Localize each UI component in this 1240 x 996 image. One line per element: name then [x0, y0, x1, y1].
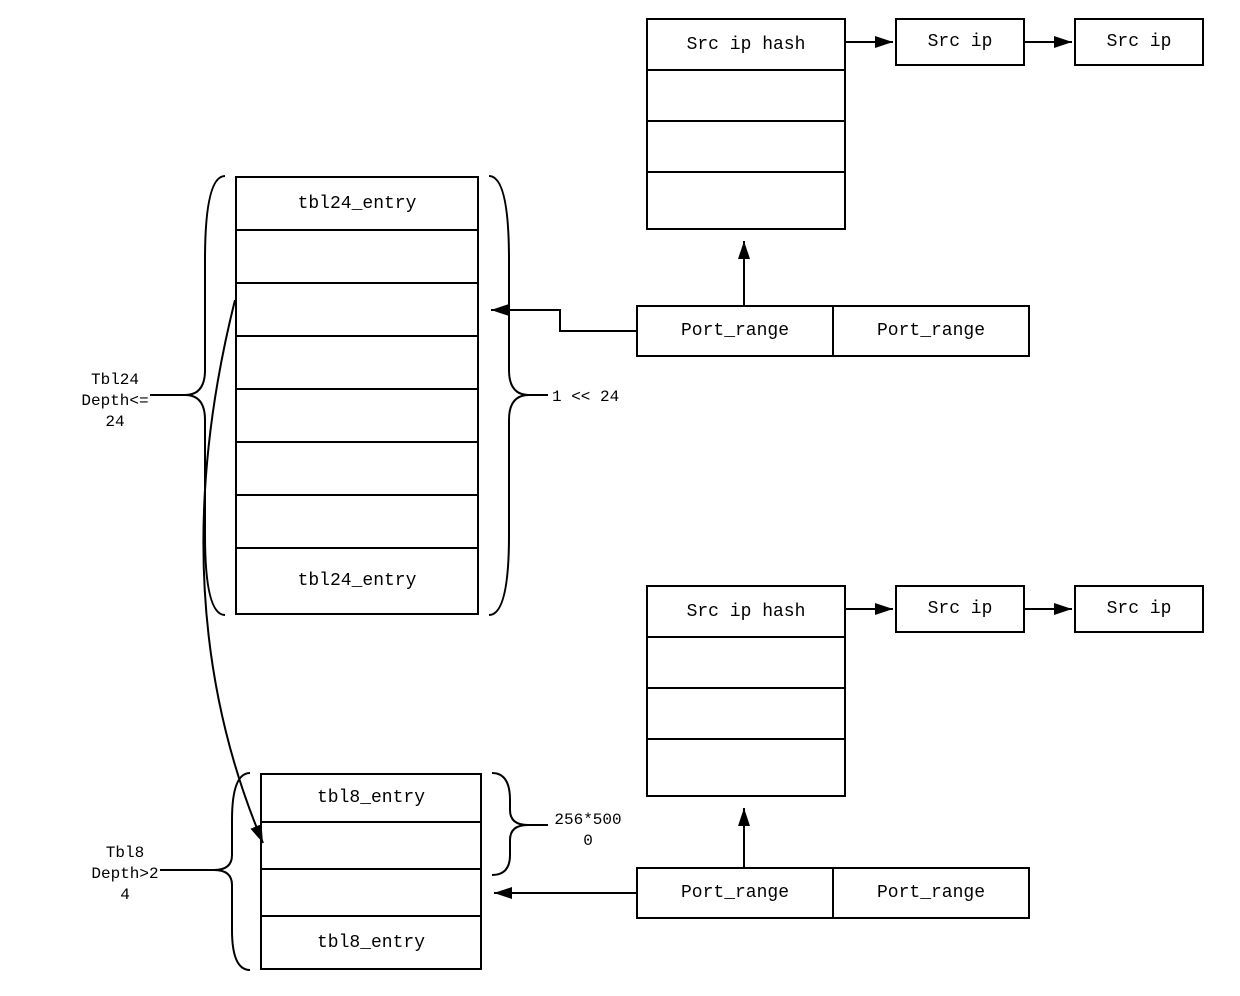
bot-hash-row-1 — [646, 636, 846, 689]
tbl8-row-0-label: tbl8_entry — [317, 788, 425, 808]
bot-hash-row-2 — [646, 687, 846, 740]
tbl8-right-label: 256*500 0 — [553, 810, 623, 852]
top-srcip-1-label: Src ip — [928, 32, 993, 52]
top-hash-row-2 — [646, 120, 846, 173]
bot-srcip-1: Src ip — [895, 585, 1025, 633]
tbl8-row-2 — [260, 868, 482, 917]
tbl24-right-label: 1 << 24 — [552, 387, 619, 408]
top-hash-label: Src ip hash — [687, 35, 806, 55]
tbl24-row-6 — [235, 494, 479, 549]
tbl8-left-label: Tbl8 Depth>2 4 — [90, 843, 160, 905]
top-srcip-1: Src ip — [895, 18, 1025, 66]
bot-srcip-2-label: Src ip — [1107, 599, 1172, 619]
tbl24-row-2 — [235, 282, 479, 337]
bot-srcip-2: Src ip — [1074, 585, 1204, 633]
bot-hash-row-0: Src ip hash — [646, 585, 846, 638]
top-srcip-2: Src ip — [1074, 18, 1204, 66]
top-port-2: Port_range — [832, 305, 1030, 357]
bot-port-1-label: Port_range — [681, 883, 789, 903]
tbl24-row-1 — [235, 229, 479, 284]
bot-port-2: Port_range — [832, 867, 1030, 919]
tbl8-row-3-label: tbl8_entry — [317, 933, 425, 953]
tbl24-left-label: Tbl24 Depth<= 24 — [80, 370, 150, 432]
tbl24-row-7: tbl24_entry — [235, 547, 479, 615]
tbl8-row-1 — [260, 821, 482, 870]
top-hash-row-0: Src ip hash — [646, 18, 846, 71]
bot-hash-label: Src ip hash — [687, 602, 806, 622]
top-port-2-label: Port_range — [877, 321, 985, 341]
tbl8-row-0: tbl8_entry — [260, 773, 482, 823]
top-port-1: Port_range — [636, 305, 834, 357]
top-port-1-label: Port_range — [681, 321, 789, 341]
tbl8-row-3: tbl8_entry — [260, 915, 482, 970]
tbl24-row-0-label: tbl24_entry — [298, 194, 417, 214]
tbl24-row-7-label: tbl24_entry — [298, 571, 417, 591]
top-srcip-2-label: Src ip — [1107, 32, 1172, 52]
tbl24-row-3 — [235, 335, 479, 390]
top-hash-row-1 — [646, 69, 846, 122]
top-hash-row-3 — [646, 171, 846, 230]
tbl24-row-4 — [235, 388, 479, 443]
bot-port-1: Port_range — [636, 867, 834, 919]
tbl24-row-0: tbl24_entry — [235, 176, 479, 231]
bot-port-2-label: Port_range — [877, 883, 985, 903]
bot-hash-row-3 — [646, 738, 846, 797]
bot-srcip-1-label: Src ip — [928, 599, 993, 619]
tbl24-row-5 — [235, 441, 479, 496]
